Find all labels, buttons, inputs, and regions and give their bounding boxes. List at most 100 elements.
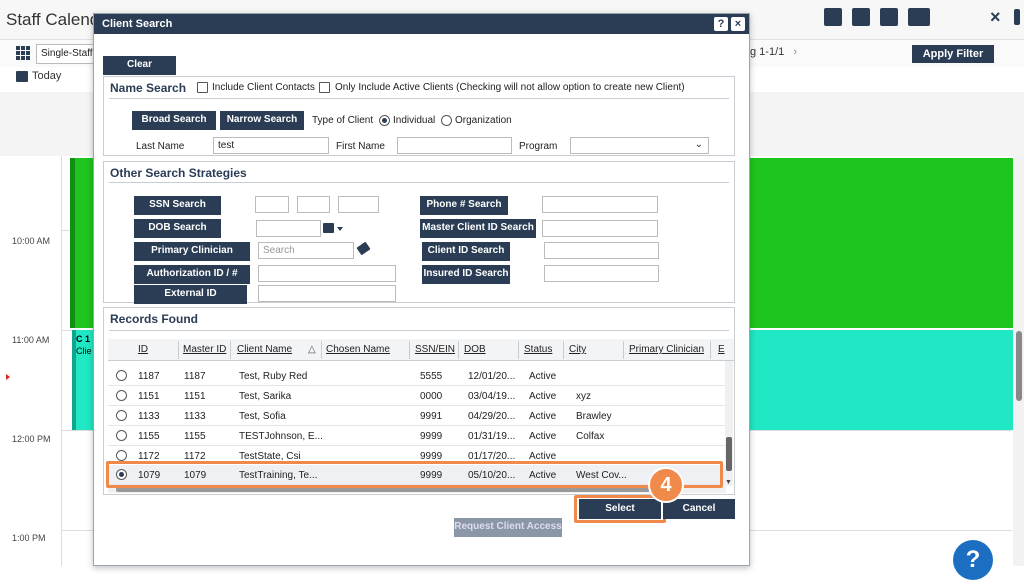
first-name-input[interactable] <box>397 137 512 154</box>
close-icon[interactable]: × <box>990 7 1001 27</box>
individual-radio[interactable] <box>379 115 390 126</box>
primary-clinician-search-button[interactable]: Primary Clinician Search <box>134 242 250 274</box>
table-row[interactable]: 1133 1133 Test, Sofia 9991 04/29/20... A… <box>108 406 726 426</box>
cancel-button[interactable]: Cancel <box>663 499 735 519</box>
dropdown-arrow-icon[interactable] <box>337 227 343 231</box>
organization-radio[interactable] <box>441 115 452 126</box>
row-select-radio[interactable] <box>116 410 127 421</box>
narrow-search-button[interactable]: Narrow Search <box>220 111 304 130</box>
add-display-icon[interactable] <box>908 8 930 26</box>
cell-ssn: 5555 <box>420 371 443 382</box>
add-document-icon[interactable] <box>852 8 870 26</box>
phone-search-button[interactable]: Phone # Search <box>420 196 508 215</box>
grid-icon[interactable] <box>16 46 30 60</box>
include-contacts-checkbox[interactable] <box>197 82 208 93</box>
row-select-radio[interactable] <box>116 450 127 461</box>
column-header-client-name[interactable]: Client Name <box>237 344 293 355</box>
primary-clinician-input[interactable] <box>258 242 354 259</box>
row-select-radio[interactable] <box>116 469 127 480</box>
column-divider <box>458 341 459 359</box>
cell-city: West Cov... <box>576 470 627 481</box>
insured-id-search-button[interactable]: Insured ID Search <box>422 265 510 284</box>
cell-status: Active <box>529 411 557 422</box>
column-header-dob[interactable]: DOB <box>464 344 486 355</box>
ssn-search-button[interactable]: SSN Search <box>134 196 221 215</box>
table-horizontal-scrollbar[interactable] <box>108 486 726 493</box>
clear-button[interactable]: Clear <box>103 56 176 75</box>
column-header-city[interactable]: City <box>569 344 587 355</box>
table-row[interactable]: 1155 1155 TESTJohnson, E... 9999 01/31/1… <box>108 426 726 446</box>
calendar-icon[interactable] <box>323 223 334 233</box>
client-id-input[interactable] <box>544 242 659 259</box>
cell-ssn: 9991 <box>420 411 443 422</box>
cell-client-name: TestTraining, Te... <box>239 470 318 481</box>
cell-id: 1155 <box>138 431 160 442</box>
calendar-scrollbar[interactable] <box>1013 156 1024 566</box>
row-select-radio[interactable] <box>116 370 127 381</box>
external-id-button[interactable]: External ID <box>134 285 247 304</box>
column-header-master-id[interactable]: Master ID <box>183 344 227 355</box>
time-label: 10:00 AM <box>12 236 51 246</box>
help-button[interactable]: ? <box>953 540 993 580</box>
column-header-status[interactable]: Status <box>524 344 553 355</box>
dob-search-button[interactable]: DOB Search <box>134 219 221 238</box>
table-row-selected[interactable]: 1079 1079 TestTraining, Te... 9999 05/10… <box>108 465 726 485</box>
cell-client-name: Test, Sarika <box>239 391 292 402</box>
last-name-label: Last Name <box>136 141 185 152</box>
cell-ssn: 9999 <box>420 470 443 481</box>
insured-id-input[interactable] <box>544 265 659 282</box>
table-row[interactable]: 1151 1151 Test, Sarika 0000 03/04/19... … <box>108 386 726 406</box>
ssn-input-2[interactable] <box>297 196 330 213</box>
broad-search-button[interactable]: Broad Search <box>132 111 216 130</box>
cell-dob: 12/01/20... <box>468 371 516 382</box>
cell-id: 1151 <box>138 391 160 402</box>
divider <box>109 330 729 331</box>
only-active-checkbox[interactable] <box>319 82 330 93</box>
cell-dob: 05/10/20... <box>468 470 516 481</box>
last-name-input[interactable] <box>213 137 329 154</box>
column-header-chosen-name[interactable]: Chosen Name <box>326 344 390 355</box>
cell-status: Active <box>529 391 557 402</box>
page-title: Staff Calend <box>6 10 100 29</box>
today-button[interactable]: Today <box>16 70 61 82</box>
cell-master-id: 1187 <box>184 371 206 382</box>
table-row[interactable]: 1187 1187 Test, Ruby Red 5555 12/01/20..… <box>108 366 726 386</box>
event-label: C 1 Clie <box>76 334 92 356</box>
cell-id: 1079 <box>138 470 161 481</box>
authorization-id-input[interactable] <box>258 265 396 282</box>
add-calendar-icon[interactable] <box>824 8 842 26</box>
column-header-e[interactable]: E <box>718 344 725 355</box>
client-id-search-button[interactable]: Client ID Search <box>422 242 510 261</box>
master-client-id-input[interactable] <box>542 220 658 237</box>
request-client-access-button[interactable]: Request Client Access <box>454 518 562 537</box>
table-vertical-scrollbar[interactable]: ▼ <box>725 361 733 486</box>
program-select[interactable]: ⌄ <box>570 137 709 154</box>
apply-filter-button[interactable]: Apply Filter <box>912 45 994 63</box>
column-divider <box>623 341 624 359</box>
column-divider <box>178 341 179 359</box>
column-divider <box>321 341 322 359</box>
column-header-id[interactable]: ID <box>138 344 148 355</box>
authorization-id-button[interactable]: Authorization ID / # <box>134 265 250 284</box>
dialog-help-button[interactable]: ? <box>714 17 728 31</box>
row-select-radio[interactable] <box>116 390 127 401</box>
ssn-input-3[interactable] <box>338 196 379 213</box>
row-select-radio[interactable] <box>116 430 127 441</box>
external-id-input[interactable] <box>258 285 396 302</box>
select-button[interactable]: Select <box>579 499 661 519</box>
view-select[interactable]: Single-Staff V <box>36 44 94 64</box>
column-header-ssn[interactable]: SSN/EIN <box>415 344 456 355</box>
add-staff-icon[interactable] <box>880 8 898 26</box>
dialog-close-button[interactable]: × <box>731 17 745 31</box>
master-client-id-search-button[interactable]: Master Client ID Search <box>420 219 536 238</box>
more-icon[interactable] <box>1014 9 1020 25</box>
cell-city: Colfax <box>576 431 605 442</box>
phone-input[interactable] <box>542 196 658 213</box>
column-header-primary-clinician[interactable]: Primary Clinician <box>629 344 705 355</box>
ssn-input-1[interactable] <box>255 196 289 213</box>
scroll-down-icon[interactable]: ▼ <box>725 479 732 486</box>
dob-input[interactable] <box>256 220 321 237</box>
cell-dob: 01/17/20... <box>468 451 516 462</box>
organization-label: Organization <box>455 115 512 126</box>
only-active-label: Only Include Active Clients (Checking wi… <box>335 82 685 93</box>
